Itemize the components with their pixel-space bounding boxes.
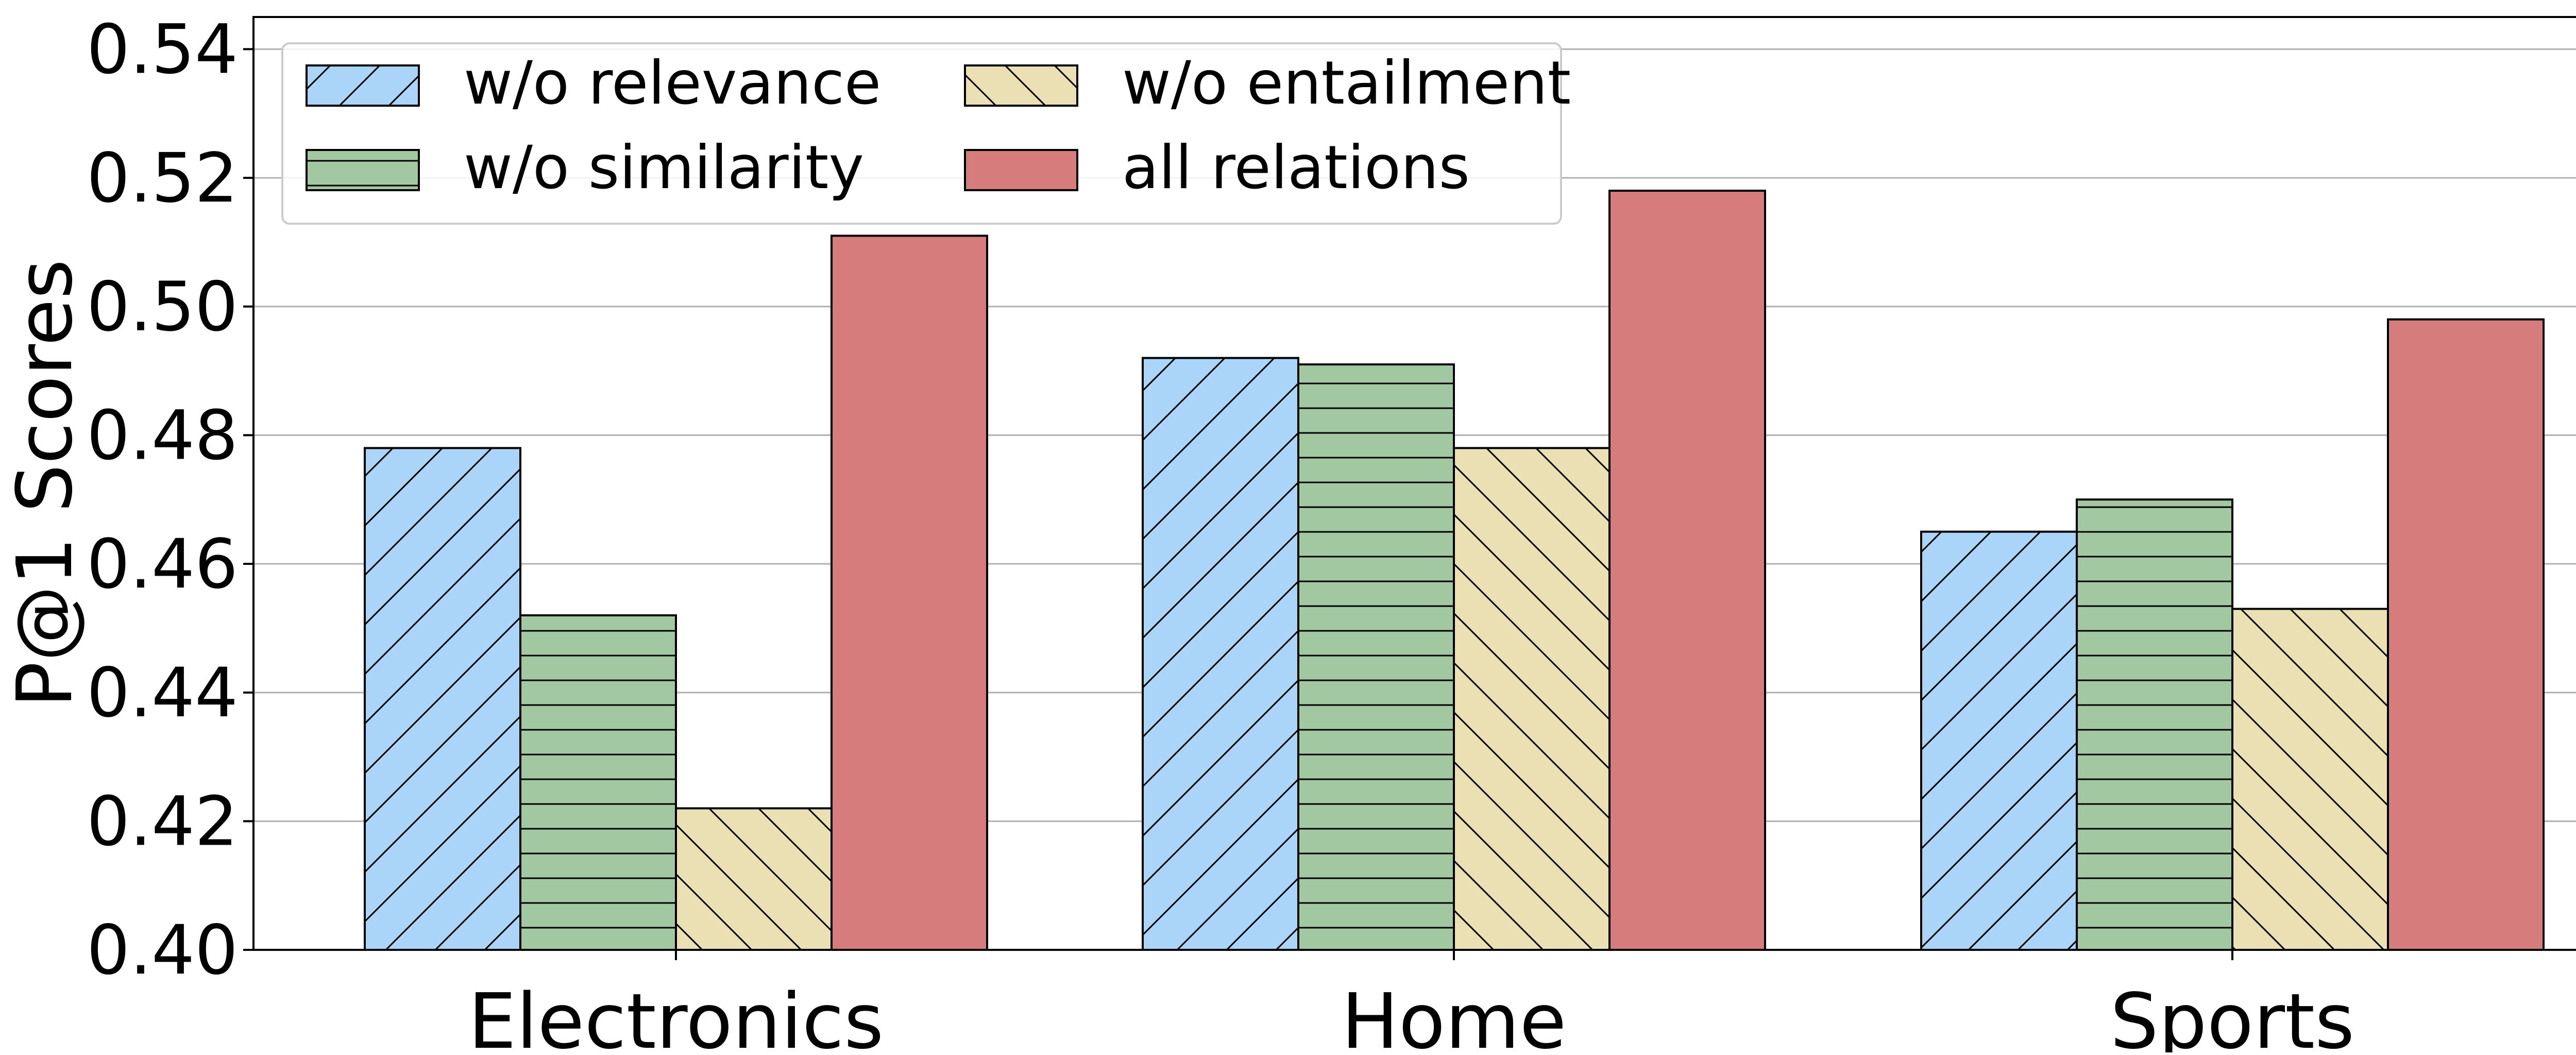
y-tick-label: 0.54	[87, 10, 238, 89]
legend-item: all relations	[964, 133, 1470, 203]
bar-w-o-similarity	[1297, 363, 1455, 951]
bar-hatch	[365, 448, 520, 950]
y-tick-label: 0.46	[87, 525, 238, 604]
x-axis-ticks: Electronics Home Sports	[468, 950, 2354, 1055]
y-axis-ticks: 0.40 0.42 0.44 0.46 0.48 0.50 0.52 0.54	[87, 10, 253, 990]
legend-label: all relations	[1122, 133, 1470, 203]
legend-swatch-outline	[964, 149, 1078, 191]
bar-all-relations	[831, 235, 988, 951]
legend-swatch-hatch	[307, 65, 419, 106]
bar-hatch	[2232, 609, 2388, 950]
legend-swatch-outline	[306, 64, 420, 107]
bar-hatch	[1143, 358, 1298, 950]
legend-swatch-hatch	[307, 150, 419, 190]
y-tick-label: 0.44	[87, 654, 238, 733]
bar-w-o-similarity	[2076, 498, 2233, 951]
bar-fill	[2388, 319, 2544, 950]
legend-label: w/o similarity	[464, 133, 864, 203]
bars	[364, 190, 2545, 951]
x-tick-label: Electronics	[468, 977, 884, 1052]
y-tick-label: 0.42	[87, 782, 238, 861]
bar-all-relations	[2387, 318, 2545, 951]
bar-fill	[1609, 191, 1765, 950]
legend-swatch-hatch	[965, 65, 1077, 106]
bar-hatch	[1921, 531, 2077, 950]
y-tick-label: 0.40	[87, 911, 238, 990]
y-tick-label: 0.52	[87, 139, 238, 218]
bar-w-o-relevance	[1142, 357, 1299, 951]
bar-w-o-entailment	[1453, 447, 1611, 951]
x-tick-label: Sports	[2110, 977, 2354, 1052]
y-axis-label: P@1 Scores	[1, 259, 89, 708]
bar-all-relations	[1608, 190, 1766, 951]
legend-swatch-outline	[964, 64, 1078, 107]
legend-item: w/o similarity	[306, 133, 864, 203]
bar-fill	[832, 236, 987, 950]
bar-hatch	[1298, 364, 1454, 950]
legend-swatch-outline	[306, 149, 420, 191]
bar-w-o-relevance	[364, 447, 521, 951]
legend-item: w/o entailment	[964, 48, 1571, 118]
legend-swatch	[965, 150, 1077, 190]
y-tick-label: 0.48	[87, 396, 238, 475]
bar-w-o-similarity	[519, 614, 677, 951]
bar-hatch	[676, 808, 832, 950]
legend-label: w/o entailment	[1122, 48, 1571, 118]
plot-frame	[252, 16, 2576, 951]
x-tick-label: Home	[1341, 977, 1566, 1052]
y-tick-label: 0.50	[87, 267, 238, 347]
legend-item: w/o relevance	[306, 48, 881, 118]
legend-box	[281, 42, 1562, 225]
bar-w-o-entailment	[675, 807, 833, 951]
legend: w/o relevance w/o similarity w/o entailmen…	[281, 42, 1571, 225]
bar-w-o-relevance	[1920, 530, 2078, 951]
bar-hatch	[2077, 499, 2232, 950]
bar-hatch	[1454, 448, 1609, 950]
legend-label: w/o relevance	[464, 48, 881, 118]
bar-hatch	[520, 615, 676, 950]
bar-w-o-entailment	[2231, 608, 2389, 951]
